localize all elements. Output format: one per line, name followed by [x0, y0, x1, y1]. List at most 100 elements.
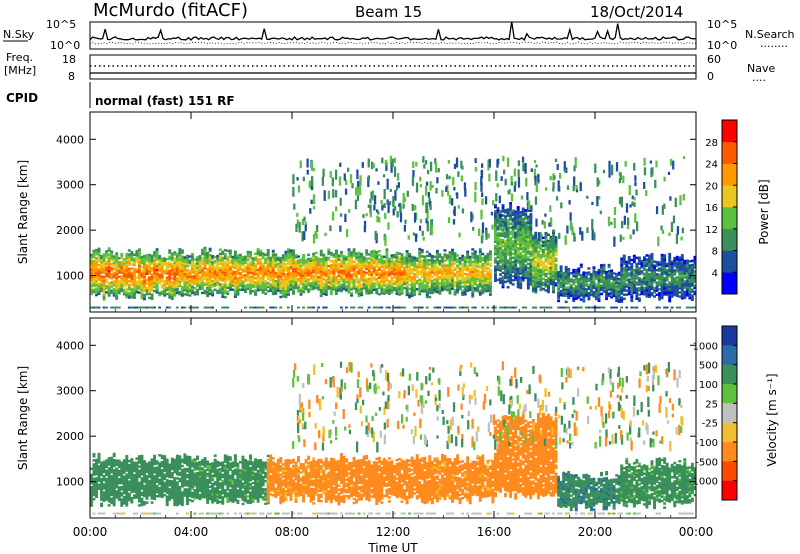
rti-cell	[143, 259, 146, 262]
rti-cell	[627, 217, 630, 225]
rti-cell	[645, 286, 649, 290]
rti-cell	[526, 283, 530, 286]
rti-cell	[143, 279, 146, 282]
rti-cell	[317, 265, 321, 269]
rti-cell	[314, 278, 318, 281]
rti-cell	[526, 227, 530, 231]
rti-cell	[429, 200, 432, 208]
rti-cell	[642, 288, 646, 292]
rti-cell	[130, 287, 134, 291]
rti-cell	[238, 288, 242, 291]
rti-cell	[423, 261, 427, 265]
rti-cell	[160, 273, 164, 277]
rti-cell	[428, 263, 432, 266]
rti-cell	[386, 199, 389, 205]
rti-cell	[281, 270, 285, 274]
rti-cell	[635, 297, 639, 301]
rti-cell	[516, 259, 520, 262]
rti-cell	[173, 267, 177, 271]
rti-cell	[461, 273, 465, 276]
rti-cell	[203, 248, 207, 252]
rti-cell	[317, 261, 321, 264]
rti-cell	[506, 271, 510, 275]
rti-cell	[360, 273, 364, 276]
rti-cell	[670, 291, 674, 294]
rti-cell	[501, 218, 505, 221]
rti-cell	[476, 257, 480, 260]
rti-cell	[579, 279, 583, 283]
rti-cell	[289, 257, 293, 260]
rti-cell	[329, 276, 333, 279]
rti-cell	[264, 282, 268, 285]
rti-cell	[507, 190, 510, 195]
rti-cell	[271, 266, 275, 269]
rti-cell	[387, 274, 391, 277]
rti-cell	[395, 280, 399, 283]
rti-cell	[424, 185, 428, 196]
rti-cell	[499, 238, 502, 242]
rti-cell	[392, 208, 395, 216]
rti-cell	[430, 271, 434, 274]
rti-cell	[391, 158, 394, 168]
rti-cell	[271, 253, 275, 257]
rti-cell	[650, 273, 654, 276]
rti-cell	[97, 270, 101, 273]
rti-cell	[390, 163, 393, 173]
rti-cell	[233, 258, 237, 262]
rti-cell	[158, 306, 161, 309]
rti-cell	[605, 295, 609, 298]
rti-cell	[478, 266, 482, 270]
rti-cell	[464, 188, 467, 197]
rti-cell	[175, 265, 179, 268]
rti-cell	[554, 243, 558, 246]
rti-cell	[231, 284, 235, 287]
rti-cell	[410, 259, 414, 263]
rti-cell	[372, 163, 375, 168]
rti-cell	[635, 275, 639, 278]
rti-cell	[488, 289, 492, 292]
rti-cell	[367, 175, 370, 181]
rti-cell	[261, 291, 265, 294]
rti-cell	[486, 279, 490, 282]
rti-cell	[317, 277, 321, 281]
rti-cell	[410, 290, 414, 293]
rti-cell	[339, 287, 343, 291]
rti-cell	[370, 256, 374, 260]
rti-cell	[183, 268, 187, 271]
rti-cell	[615, 289, 619, 292]
rti-cell	[140, 294, 144, 298]
rti-cell	[471, 287, 475, 290]
rti-cell	[531, 242, 535, 246]
rti-cell	[400, 253, 404, 256]
rti-cell	[665, 291, 669, 294]
rti-cell	[534, 239, 538, 243]
rti-cell	[466, 285, 470, 288]
rti-cell	[150, 268, 154, 272]
rti-cell	[127, 269, 131, 273]
rti-cell	[259, 270, 263, 273]
rti-cell	[395, 251, 399, 255]
rti-cell	[460, 160, 463, 169]
rti-cell	[216, 263, 220, 266]
rti-cell	[514, 278, 518, 281]
rti-cell	[630, 295, 634, 299]
rti-cell	[294, 260, 298, 263]
rti-cell	[95, 285, 98, 289]
rti-cell	[453, 284, 457, 288]
rti-cell	[185, 260, 189, 264]
rti-cell	[266, 273, 270, 277]
rti-cell	[541, 269, 545, 272]
rti-cell	[514, 245, 518, 249]
rti-cell	[337, 285, 341, 288]
rti-cell	[120, 269, 124, 272]
rti-cell	[218, 262, 222, 266]
rti-cell	[549, 205, 552, 212]
rti-cell	[680, 274, 684, 277]
rti-cell	[413, 212, 417, 223]
rti-cell	[408, 273, 412, 276]
rti-cell	[405, 291, 409, 295]
rti-cell	[509, 230, 513, 234]
rti-cell	[173, 263, 177, 266]
rti-cell	[572, 289, 576, 292]
rti-cell	[97, 255, 101, 259]
